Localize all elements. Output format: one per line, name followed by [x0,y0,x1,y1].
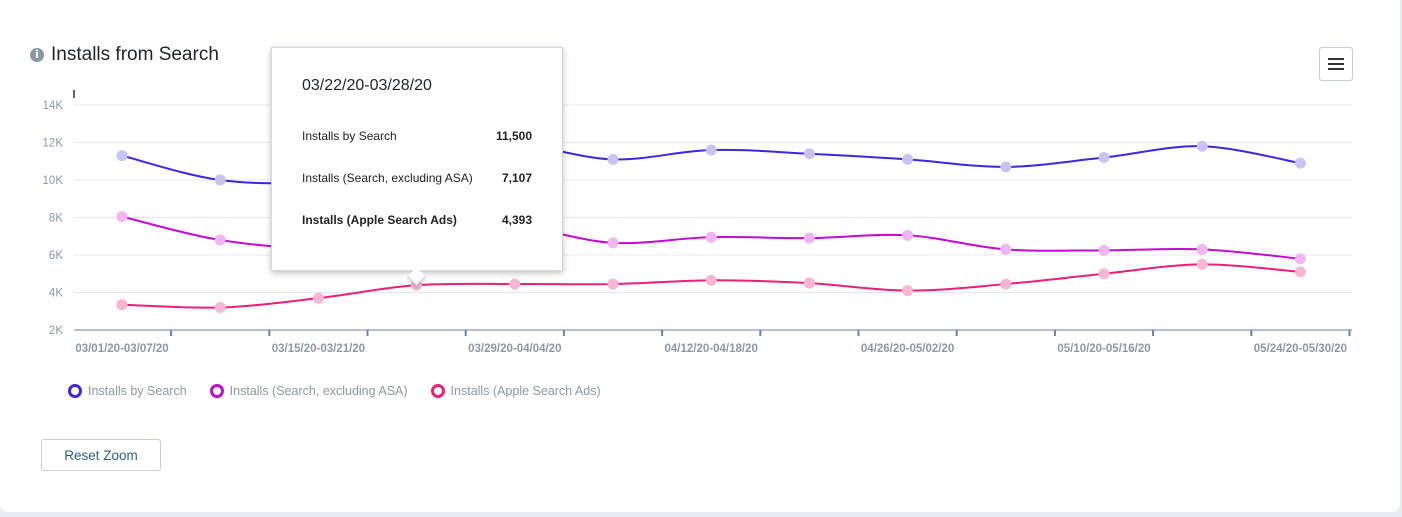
legend-marker-icon [209,384,224,398]
legend-label: Installs (Search, excluding ASA) [229,384,408,398]
data-point [803,232,815,244]
chart-header: i Installs from Search [30,44,219,66]
data-point [1000,278,1012,290]
x-tick-label: 04/12/20-04/18/20 [665,343,758,355]
data-point [803,277,815,289]
data-point [1196,258,1208,270]
data-point [1196,140,1208,152]
tooltip-value: 11,500 [495,129,532,143]
legend-label: Installs by Search [88,384,187,398]
tooltip-date: 03/22/20-03/28/20 [302,77,432,94]
data-point [902,229,914,241]
reset-zoom-button[interactable]: Reset Zoom [41,439,161,471]
data-point [902,153,914,165]
x-tick-label: 03/15/20-03/21/20 [272,343,365,355]
data-point [1196,243,1208,255]
data-point [705,144,717,156]
legend-marker-icon [430,384,445,398]
tooltip-label: Installs by Search [302,129,397,143]
tooltip-label: Installs (Apple Search Ads) [302,213,457,227]
legend-label: Installs (Apple Search Ads) [450,384,601,398]
y-tick-label: 8K [49,213,63,225]
info-icon[interactable]: i [30,48,44,62]
data-point [116,150,128,162]
tooltip-value: 4,393 [501,213,532,227]
data-point [1000,243,1012,255]
data-point [1098,244,1110,256]
line-chart[interactable]: 2K 4K 6K 8K 10K 12K 14K 03/01/20-03/07/20 03/15/… [0,0,1402,380]
data-point [214,174,226,186]
chart-menu-button[interactable] [1319,47,1353,81]
data-point [214,302,226,313]
tooltip-value: 7,107 [501,171,532,185]
tooltip-row: Installs (Apple Search Ads) 4,393 [302,213,532,227]
legend-marker-icon [68,384,82,398]
data-point [607,153,619,165]
data-point [1000,161,1012,173]
data-point [1294,253,1306,265]
tooltip-row: Installs by Search 11,500 [302,129,532,143]
tooltip-label: Installs (Search, excluding ASA) [302,171,473,185]
chart-title: Installs from Search [51,44,219,65]
y-tick-label: 12K [43,138,64,150]
legend-item[interactable]: Installs (Apple Search Ads) [430,384,601,398]
data-point [1098,268,1110,280]
y-tick-label: 4K [49,288,63,300]
data-tooltip: 03/22/20-03/28/20 Installs by Search 11,… [271,47,563,286]
data-point [1098,152,1110,163]
data-point [803,148,815,160]
data-point [1294,157,1306,169]
y-tick-label: 14K [43,100,64,112]
data-point [705,274,717,286]
chart-legend: Installs by Search Installs (Search, excl… [68,384,624,398]
data-point [902,285,914,297]
x-tick-label: 04/26/20-05/02/20 [861,343,954,355]
data-point [312,292,324,304]
data-point [214,234,226,246]
y-tick-label: 6K [49,250,63,262]
data-point [607,237,619,249]
x-tick-label: 03/29/20-04/04/20 [468,343,561,355]
data-point [1294,266,1306,278]
y-tick-label: 2K [49,325,63,337]
legend-item[interactable]: Installs (Search, excluding ASA) [209,384,408,398]
data-point [116,211,128,223]
x-tick-label: 03/01/20-03/07/20 [75,343,168,355]
legend-item[interactable]: Installs by Search [68,384,187,398]
tooltip-row: Installs (Search, excluding ASA) 7,107 [302,171,532,185]
data-point [705,231,717,243]
x-tick-label: 05/24/20-05/30/20 [1254,343,1347,355]
y-tick-label: 10K [43,175,64,187]
data-point [116,299,128,311]
data-point [607,278,619,290]
x-tick-label: 05/10/20-05/16/20 [1057,343,1150,355]
data-point [509,278,521,290]
hamburger-menu-icon [1328,58,1344,60]
